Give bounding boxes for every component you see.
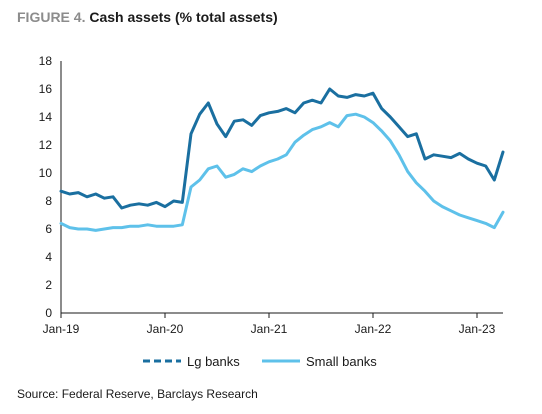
legend: Lg banks Small banks [143,354,377,369]
figure-title: FIGURE 4. Cash assets (% total assets) [17,9,278,25]
y-tick-label: 0 [45,306,52,320]
series-layer [59,87,505,232]
y-tick-label: 2 [45,278,52,292]
x-tick-label: Jan-19 [43,322,80,336]
y-tick-label: 12 [39,138,53,152]
x-tick-label: Jan-20 [147,322,184,336]
x-axis: Jan-19 Jan-20 Jan-21 Jan-22 Jan-23 [43,312,503,336]
y-tick-label: 8 [45,194,52,208]
series-line-1 [59,112,505,232]
y-tick-label: 6 [45,222,52,236]
y-tick-label: 16 [39,82,53,96]
legend-label-0: Lg banks [187,354,240,369]
x-tick-label: Jan-23 [459,322,496,336]
y-tick-label: 4 [45,250,52,264]
figure-title-text: Cash assets (% total assets) [89,9,278,25]
series-line-0 [59,87,505,210]
x-tick-label: Jan-22 [355,322,392,336]
source-note: Source: Federal Reserve, Barclays Resear… [17,387,258,401]
y-tick-label: 10 [39,166,53,180]
x-tick-label: Jan-21 [251,322,288,336]
legend-label-1: Small banks [306,354,377,369]
figure-number: FIGURE 4. [17,9,86,25]
y-tick-label: 18 [39,54,53,68]
y-tick-label: 14 [39,110,53,124]
y-axis: 0 2 4 6 8 10 12 14 16 18 [39,54,62,320]
